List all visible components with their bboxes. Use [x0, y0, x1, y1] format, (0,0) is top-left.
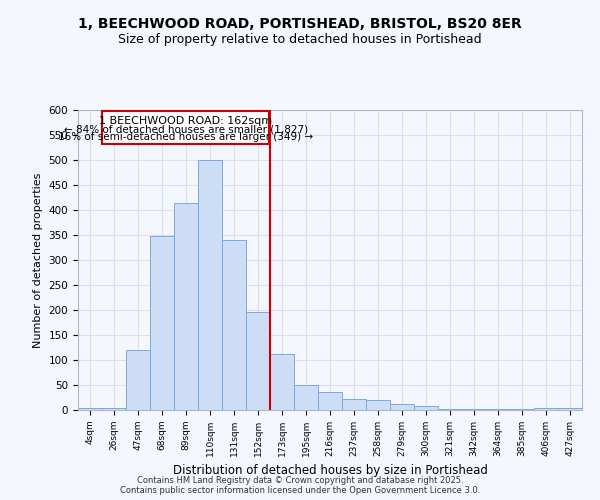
Bar: [342, 398, 366, 410]
Text: Contains public sector information licensed under the Open Government Licence 3.: Contains public sector information licen…: [120, 486, 480, 495]
Text: ← 84% of detached houses are smaller (1,827): ← 84% of detached houses are smaller (1,…: [64, 124, 308, 134]
Bar: [558, 408, 582, 410]
Bar: [102, 408, 126, 410]
Bar: [78, 408, 102, 410]
Y-axis label: Number of detached properties: Number of detached properties: [33, 172, 43, 348]
Bar: [438, 408, 462, 410]
Bar: [222, 240, 246, 410]
Bar: [534, 408, 558, 410]
Text: 1, BEECHWOOD ROAD, PORTISHEAD, BRISTOL, BS20 8ER: 1, BEECHWOOD ROAD, PORTISHEAD, BRISTOL, …: [78, 18, 522, 32]
Bar: [510, 408, 534, 410]
Bar: [462, 408, 486, 410]
Bar: [270, 354, 294, 410]
Bar: [174, 202, 198, 410]
Bar: [390, 404, 414, 410]
Bar: [318, 392, 342, 410]
Bar: [414, 406, 438, 410]
Text: Size of property relative to detached houses in Portishead: Size of property relative to detached ho…: [118, 32, 482, 46]
Bar: [198, 160, 222, 410]
Bar: [294, 385, 318, 410]
Text: 1 BEECHWOOD ROAD: 162sqm: 1 BEECHWOOD ROAD: 162sqm: [99, 116, 272, 126]
Bar: [126, 350, 150, 410]
Text: 16% of semi-detached houses are larger (349) →: 16% of semi-detached houses are larger (…: [58, 132, 313, 142]
Bar: [246, 312, 270, 410]
FancyBboxPatch shape: [103, 111, 269, 144]
Bar: [366, 400, 390, 410]
Text: Contains HM Land Registry data © Crown copyright and database right 2025.: Contains HM Land Registry data © Crown c…: [137, 476, 463, 485]
Bar: [486, 408, 510, 410]
Bar: [150, 236, 174, 410]
X-axis label: Distribution of detached houses by size in Portishead: Distribution of detached houses by size …: [173, 464, 487, 477]
